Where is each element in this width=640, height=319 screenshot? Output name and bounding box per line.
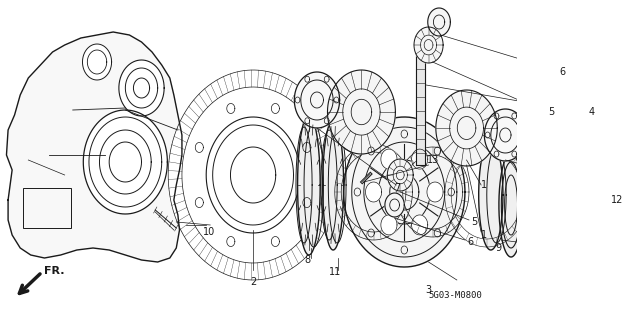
Text: 1: 1	[481, 180, 487, 190]
Text: FR.: FR.	[44, 266, 65, 276]
Polygon shape	[427, 182, 443, 202]
Polygon shape	[381, 215, 397, 235]
Polygon shape	[83, 110, 168, 214]
Text: 6: 6	[467, 237, 474, 247]
Text: 8: 8	[304, 255, 310, 265]
Text: 7: 7	[639, 193, 640, 203]
Polygon shape	[412, 215, 428, 235]
Polygon shape	[499, 153, 523, 257]
Polygon shape	[428, 8, 451, 36]
Text: 4: 4	[589, 107, 595, 117]
Polygon shape	[381, 149, 397, 169]
Bar	[22, 188, 71, 228]
Text: 1: 1	[481, 230, 487, 240]
Polygon shape	[344, 117, 465, 267]
Text: 2: 2	[250, 277, 256, 287]
Polygon shape	[387, 159, 413, 191]
Text: 13: 13	[426, 155, 439, 165]
Polygon shape	[328, 70, 396, 154]
Polygon shape	[119, 60, 164, 116]
Text: 11: 11	[330, 267, 342, 277]
Text: 5G03-M0800: 5G03-M0800	[429, 291, 483, 300]
Polygon shape	[168, 70, 338, 280]
Text: 9: 9	[495, 243, 501, 253]
Polygon shape	[365, 182, 381, 202]
Polygon shape	[298, 115, 320, 255]
Text: 6: 6	[559, 67, 566, 77]
Polygon shape	[206, 117, 300, 233]
Polygon shape	[414, 27, 443, 63]
Polygon shape	[323, 120, 344, 250]
Polygon shape	[294, 72, 340, 128]
Polygon shape	[417, 50, 424, 165]
Text: 3: 3	[426, 285, 431, 295]
Polygon shape	[6, 32, 182, 262]
Text: 5: 5	[472, 217, 477, 227]
Polygon shape	[479, 140, 503, 250]
Polygon shape	[385, 193, 404, 217]
Text: 12: 12	[611, 195, 623, 205]
Polygon shape	[83, 44, 111, 80]
Polygon shape	[484, 109, 526, 161]
Polygon shape	[412, 149, 428, 169]
Text: 5: 5	[548, 107, 554, 117]
Polygon shape	[436, 90, 497, 166]
Text: 7: 7	[395, 183, 401, 193]
Text: 10: 10	[202, 227, 215, 237]
